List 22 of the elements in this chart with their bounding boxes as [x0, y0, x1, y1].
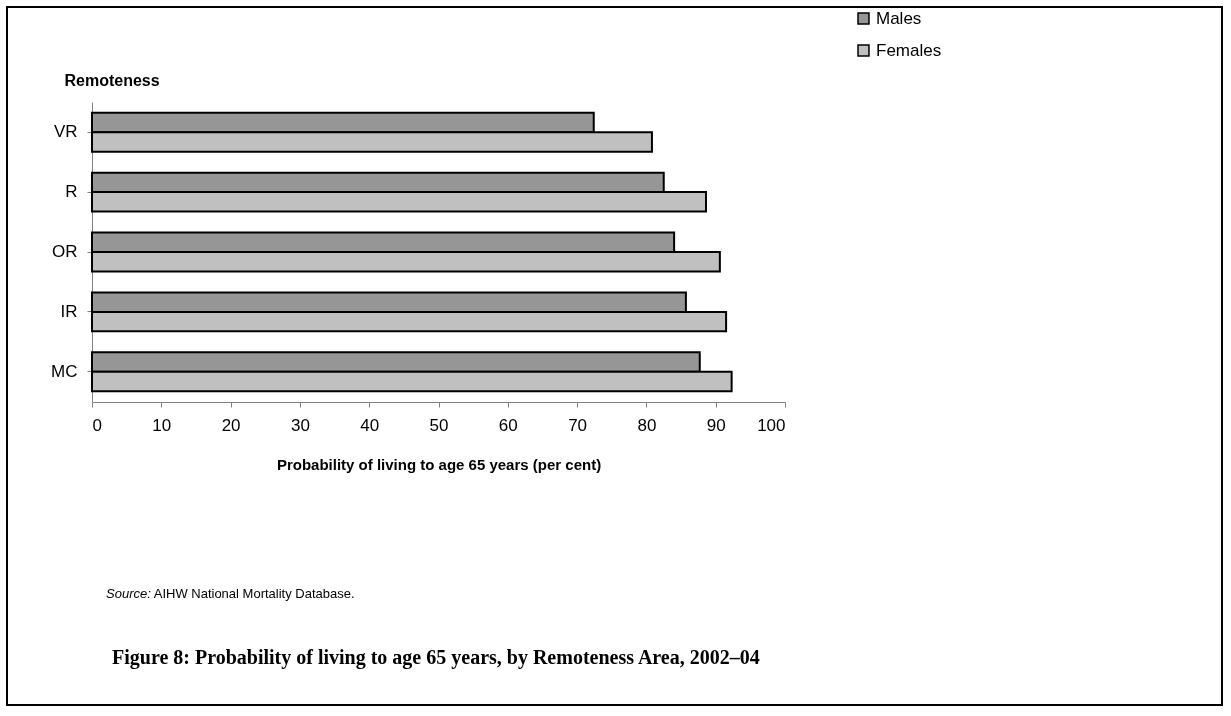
x-tick-label: 30: [290, 415, 310, 435]
y-tick-label: OR: [52, 242, 78, 261]
x-tick-label: 70: [568, 415, 588, 435]
y-tick-label: R: [65, 182, 78, 202]
x-tick-label: 20: [221, 415, 241, 435]
y-axis-title: Remoteness: [64, 71, 160, 89]
x-tick-label: 80: [637, 415, 657, 435]
x-tick-label: 10: [152, 415, 172, 435]
x-axis-title: Probability of living to age 65 years (per cent): [276, 455, 602, 473]
x-tick-label: 40: [360, 415, 380, 435]
y-tick-label: VR: [53, 122, 78, 142]
text: Figure 8: Probability of living to age 65 years, by Remoteness Area, 2002–04: [112, 646, 760, 669]
legend-label: Females: [876, 40, 942, 60]
x-tick-label: 0: [92, 415, 102, 435]
y-tick-label: IR: [60, 301, 78, 321]
x-tick-label: 60: [498, 415, 518, 435]
legend-label: Males: [876, 8, 922, 28]
source-note: Source: AIHW National Mortality Database.: [106, 586, 355, 601]
x-tick-label: 90: [706, 415, 726, 435]
x-tick-label: 50: [429, 415, 449, 435]
x-tick-label: 100: [757, 415, 786, 435]
y-tick-label: MC: [51, 361, 78, 381]
